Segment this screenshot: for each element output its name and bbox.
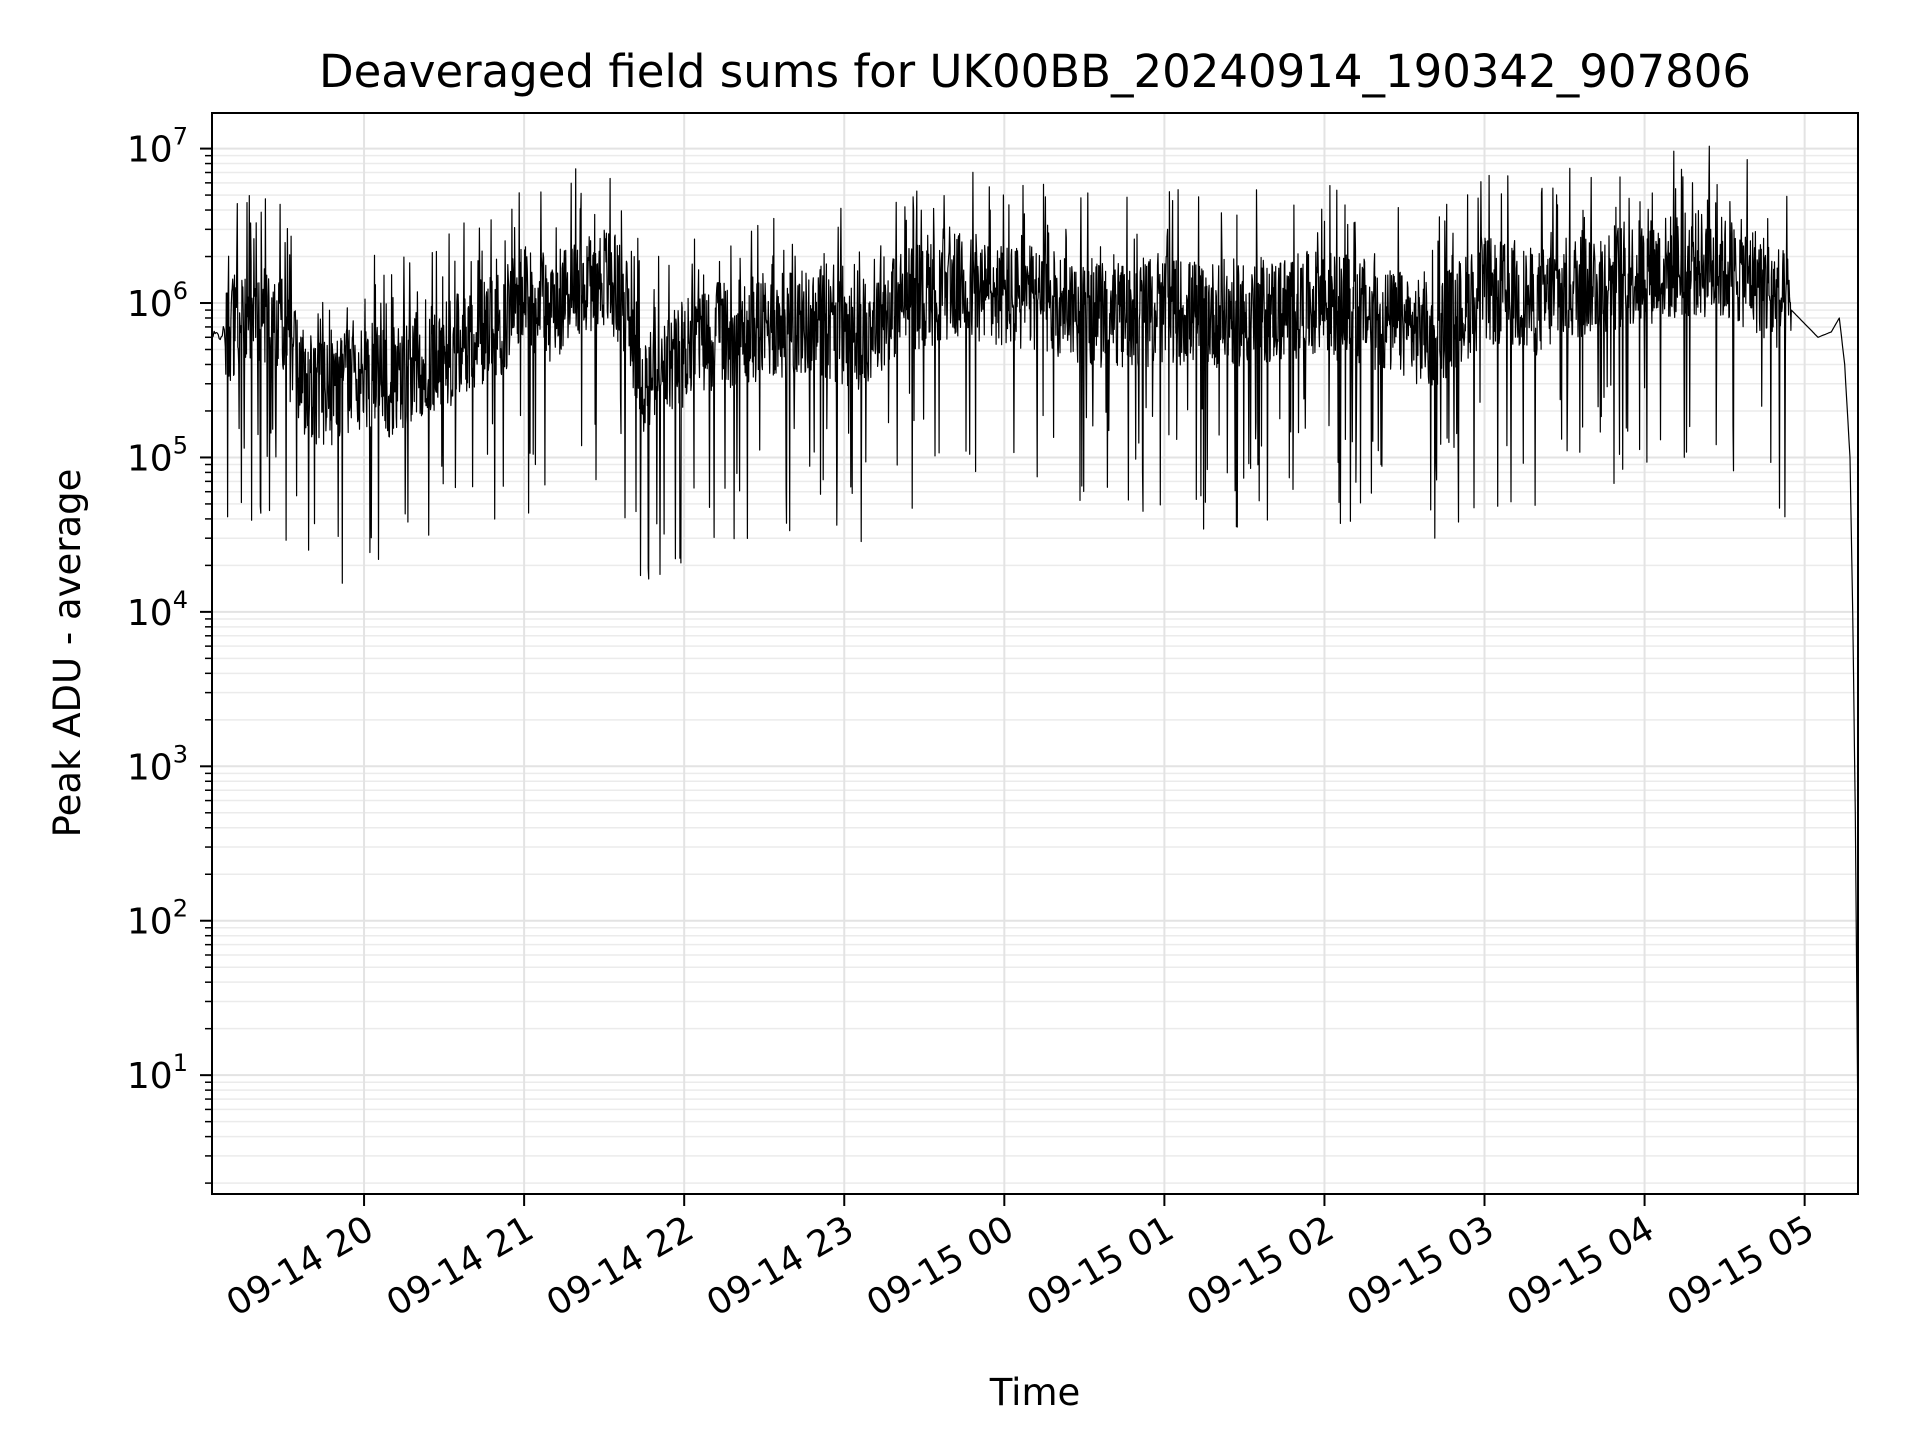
y-axis-label: Peak ADU - average: [46, 469, 89, 838]
y-tick-label: 105: [127, 431, 188, 479]
x-axis-label: Time: [989, 1371, 1081, 1414]
series-layer: [211, 145, 1859, 1137]
chart-title: Deaveraged field sums for UK00BB_2024091…: [319, 45, 1751, 98]
grid: [212, 113, 1858, 1194]
y-tick-label: 106: [127, 277, 188, 325]
y-tick-label: 104: [127, 586, 188, 634]
y-tick-label: 102: [127, 895, 188, 943]
y-tick-label: 107: [127, 123, 188, 171]
series-line: [211, 145, 1859, 1137]
plot-frame: [211, 112, 1859, 1195]
y-tick-label: 103: [127, 740, 188, 788]
y-tick-label: 101: [127, 1049, 188, 1097]
